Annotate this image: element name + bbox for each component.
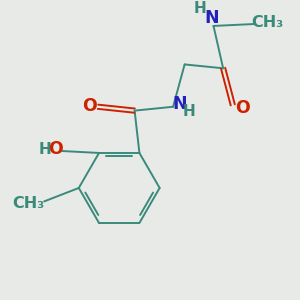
- Text: N: N: [172, 95, 187, 113]
- Text: H: H: [183, 104, 196, 119]
- Text: H: H: [39, 142, 52, 157]
- Text: O: O: [82, 97, 97, 115]
- Text: H: H: [194, 1, 206, 16]
- Text: N: N: [204, 9, 219, 27]
- Text: O: O: [235, 99, 250, 117]
- Text: CH₃: CH₃: [13, 196, 45, 211]
- Text: O: O: [48, 140, 63, 158]
- Text: CH₃: CH₃: [251, 15, 284, 30]
